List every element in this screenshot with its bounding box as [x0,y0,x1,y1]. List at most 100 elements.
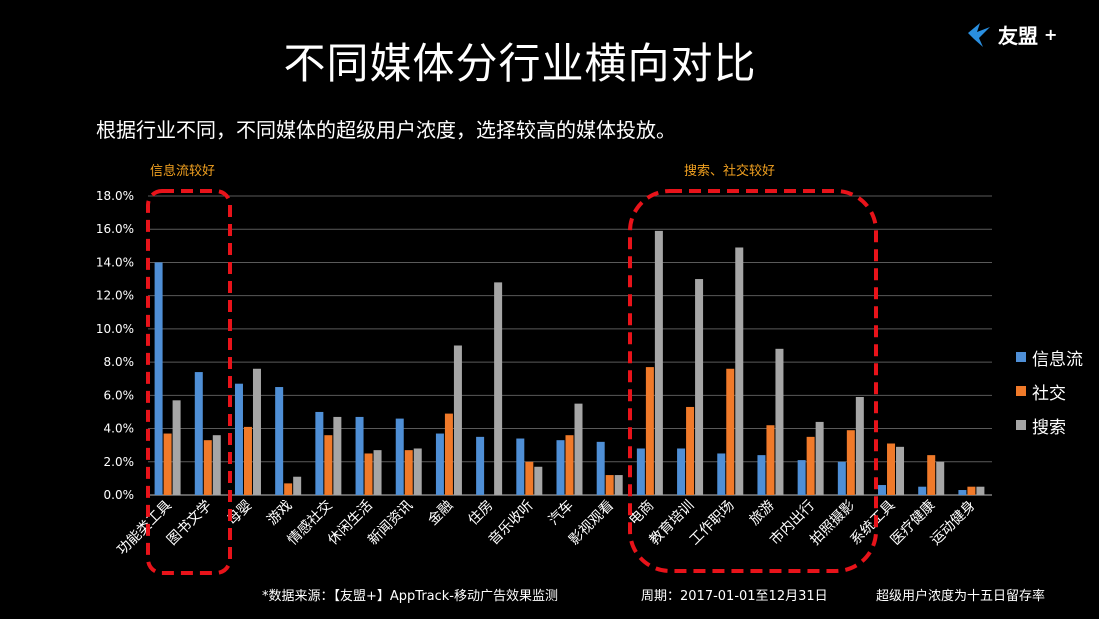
legend-item-feed: 信息流 [1016,340,1083,374]
bar [364,453,373,495]
bar [284,483,293,495]
bar [315,411,324,495]
bar [435,433,444,495]
bar [444,413,453,495]
bar [717,453,726,495]
bar [203,440,212,495]
bar [806,436,815,495]
bar [605,475,614,495]
bar [275,387,284,495]
bar [333,416,342,495]
bar [525,461,534,495]
bar [735,247,744,495]
legend-label-feed: 信息流 [1032,349,1083,370]
bar [976,486,985,495]
y-tick-label: 4.0% [104,422,135,436]
bar [293,476,302,495]
bar [476,436,485,495]
bar [766,425,775,495]
bar [172,400,181,495]
y-tick-label: 18.0% [96,189,134,203]
legend-swatch-feed [1016,352,1026,362]
bar [596,441,605,495]
x-tick-label: 住房 [465,498,496,529]
bar [252,368,261,495]
bar [797,460,806,495]
bar [896,446,905,495]
bar [614,475,623,495]
y-tick-label: 0.0% [104,488,135,502]
bar [677,448,686,495]
logo-plus: + [1044,25,1058,44]
bar [927,455,936,495]
bar [846,430,855,495]
bar [654,230,663,495]
footer-period: 周期：2017-01-01至12月31日 [641,589,828,604]
bar [324,435,333,495]
feed-better-label: 信息流较好 [150,164,216,179]
bar [413,448,422,495]
search-social-better-label: 搜索、社交较好 [684,164,776,179]
bar [516,438,525,495]
bar [494,282,503,495]
brand-logo: 友盟 + [966,20,1057,49]
bar [194,372,203,495]
bar [636,448,645,495]
x-tick-label: 工作职场 [687,498,738,549]
bar [395,418,404,495]
bar [373,450,382,495]
legend-label-social: 社交 [1032,383,1066,404]
x-tick-label: 功能类工具 [114,498,175,559]
legend-label-search: 搜索 [1032,417,1066,438]
y-tick-label: 8.0% [104,355,135,369]
bar [163,433,172,495]
bar [565,435,574,495]
legend-swatch-search [1016,420,1026,430]
legend-swatch-social [1016,386,1026,396]
bar [574,403,583,495]
x-tick-label: 音乐收听 [485,497,537,549]
bar [212,435,221,495]
bar [695,279,704,495]
y-tick-label: 10.0% [96,322,134,336]
bar [453,345,462,495]
x-tick-label: 汽车 [545,497,577,529]
page-title: 不同媒体分行业横向对比 [283,39,757,88]
y-tick-label: 16.0% [96,222,134,236]
bar [958,490,967,495]
y-tick-label: 14.0% [96,255,134,269]
x-tick-label: 旅游 [747,498,778,529]
bar [878,485,887,495]
bar [686,406,695,495]
bar [404,450,413,495]
y-tick-label: 2.0% [104,455,135,469]
bar [855,396,864,495]
bar [815,421,824,495]
x-tick-label: 运动健身 [928,498,979,549]
chart-legend: 信息流 社交 搜索 [1016,340,1083,442]
legend-item-social: 社交 [1016,374,1083,408]
bar [887,443,896,495]
y-tick-label: 6.0% [104,388,135,402]
y-tick-label: 12.0% [96,289,134,303]
bar [154,262,163,495]
footer-source: *数据来源：【友盟+】AppTrack-移动广告效果监测 [262,589,558,604]
bar [775,348,784,495]
x-tick-label: 游戏 [264,498,295,529]
bar [967,486,976,495]
x-tick-label: 影视观看 [566,498,617,549]
bar [355,416,364,495]
bar [936,461,945,495]
x-tick-label: 金融 [425,498,456,529]
bar [918,486,927,495]
bar [234,383,243,495]
footer-note: 超级用户浓度为十五日留存率 [876,589,1046,604]
legend-item-search: 搜索 [1016,408,1083,442]
search-social-highlight-box [628,189,878,573]
umeng-bird-icon [968,22,990,47]
bar [556,440,565,495]
bar [757,455,766,495]
bar [726,368,735,495]
bar [837,461,846,495]
